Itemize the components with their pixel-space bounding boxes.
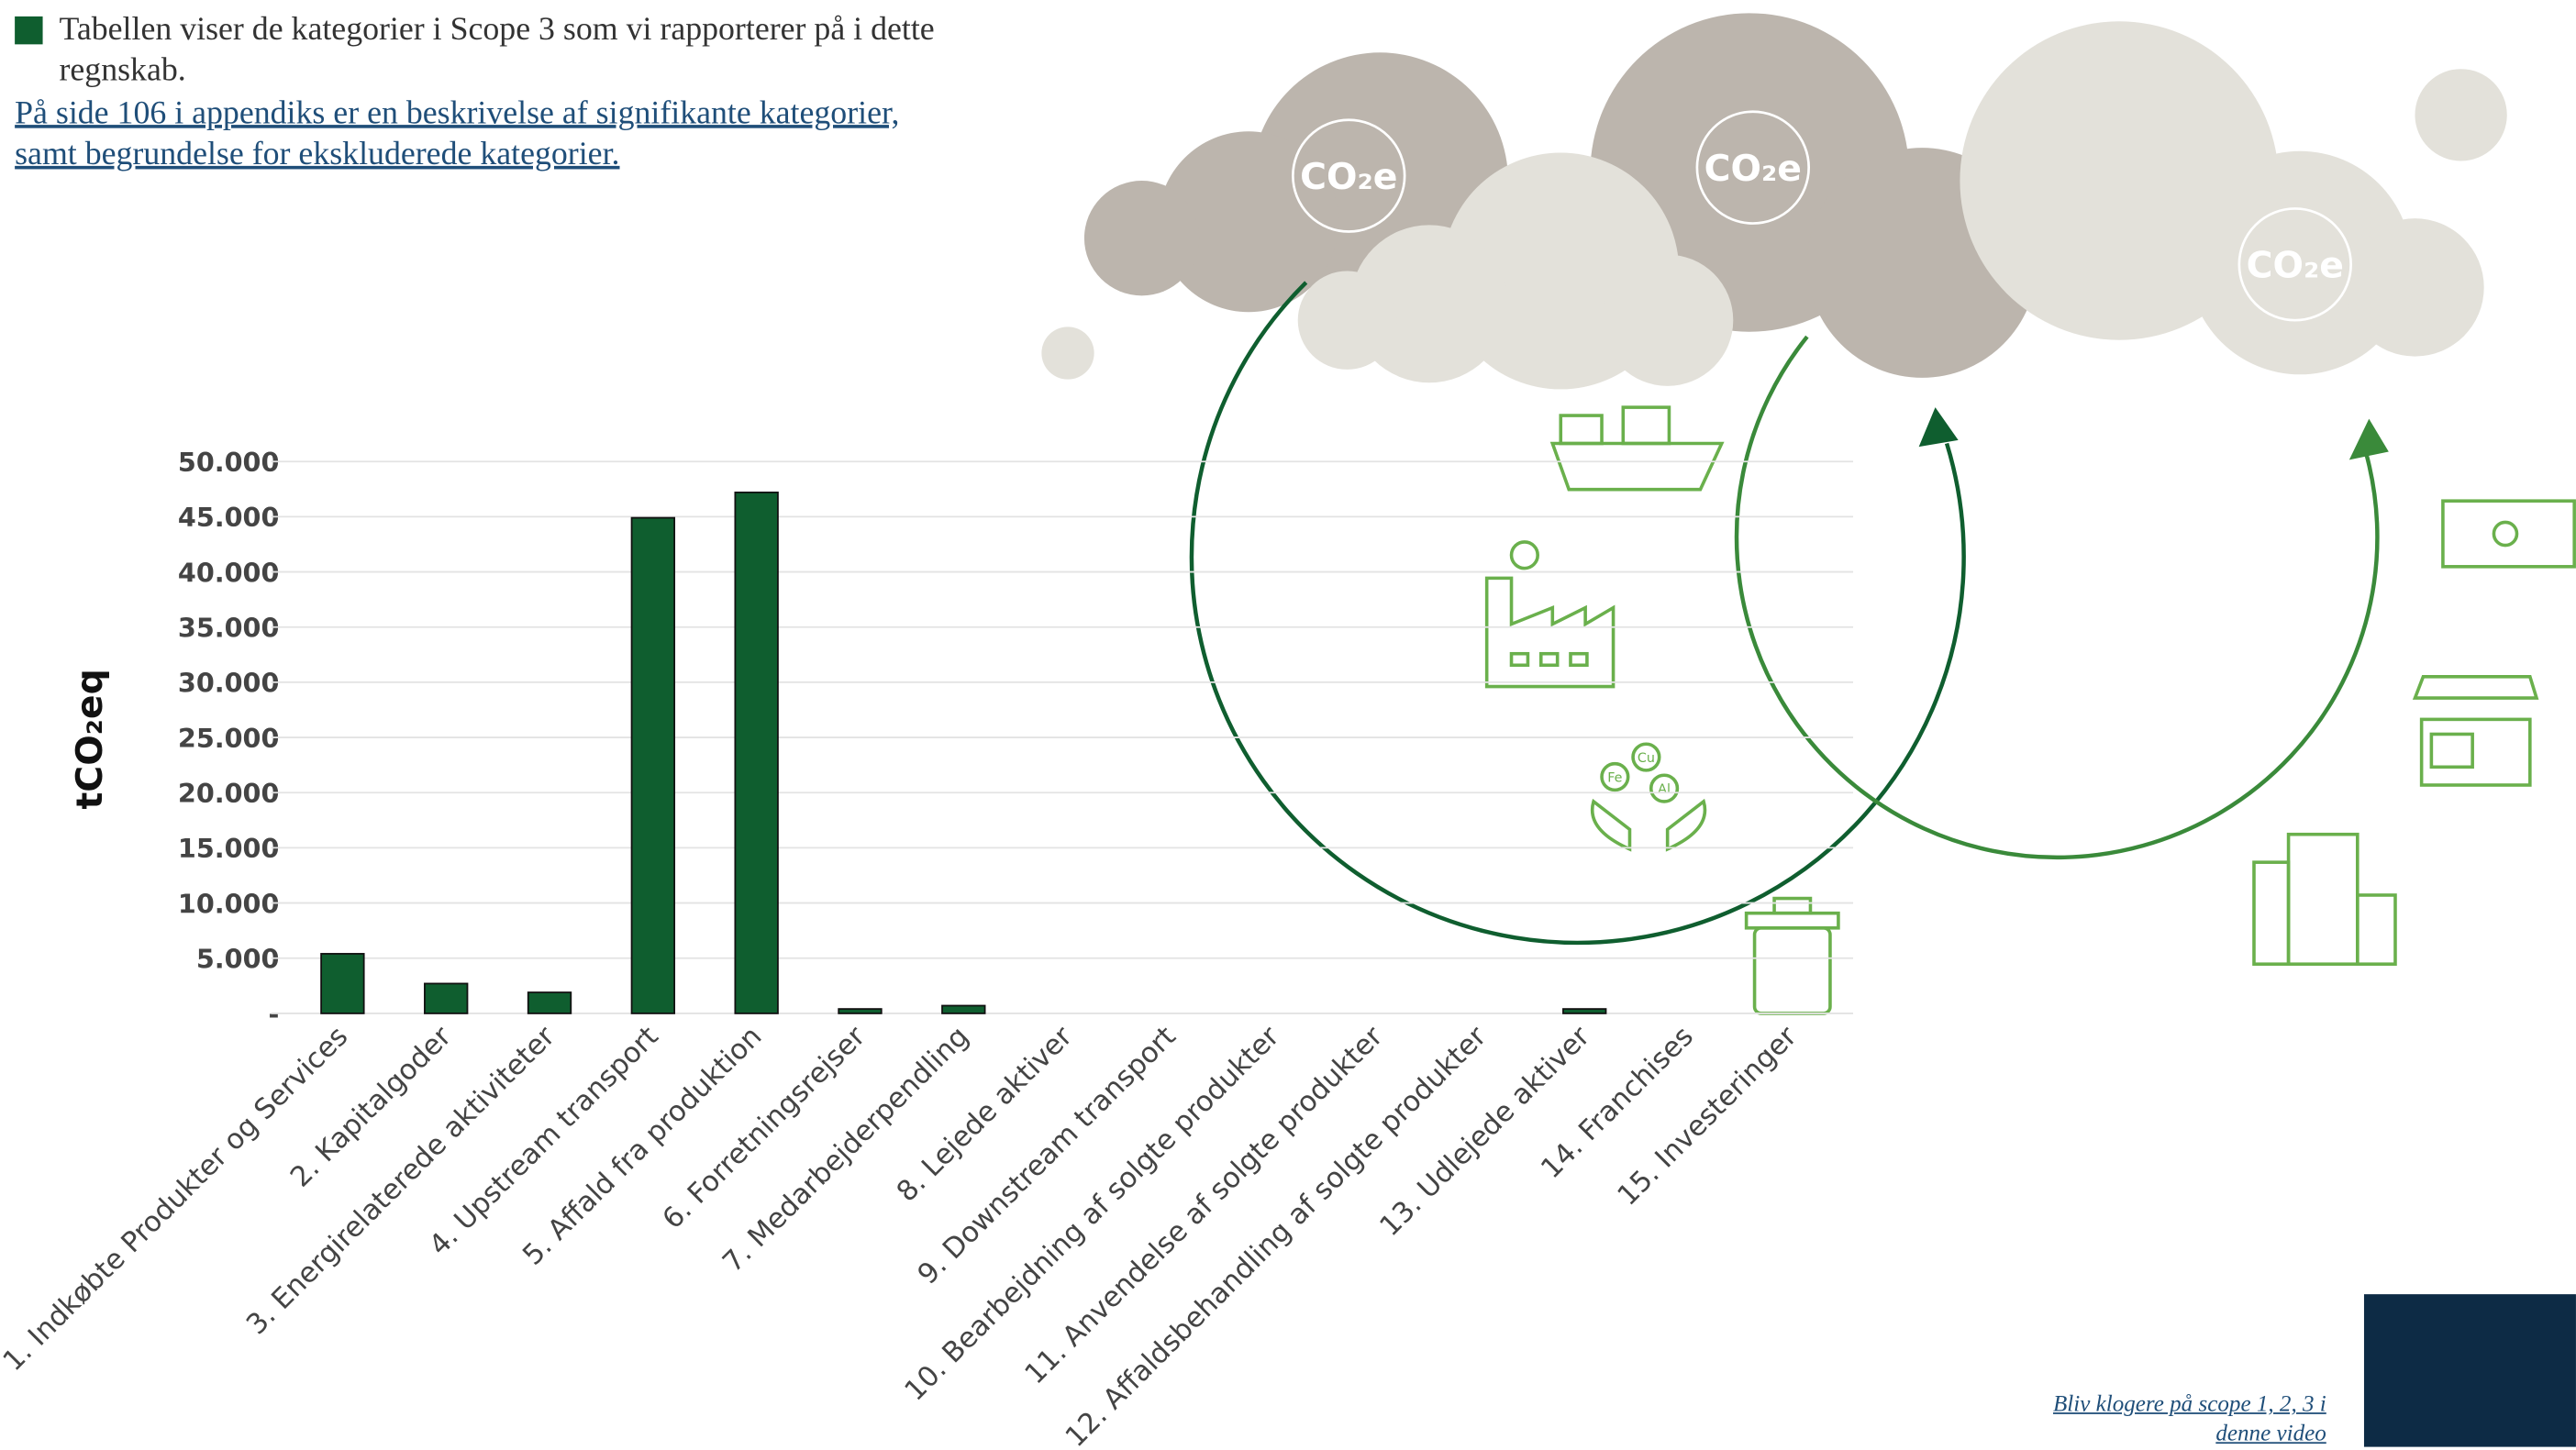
y-tick-label: 10.000 — [178, 888, 280, 919]
bar — [527, 991, 572, 1014]
x-tick-label: 13. Udlejede aktiver — [1374, 1020, 1597, 1243]
y-tick-label: 40.000 — [178, 557, 280, 588]
x-tick-label: 10. Bearbejdning af solgte produkter — [899, 1020, 1286, 1407]
cloud-label: CO₂e — [1704, 148, 1802, 190]
x-tick-label: 1. Indkøbte Produkter og Services — [0, 1021, 354, 1378]
y-tick-label: 20.000 — [178, 778, 280, 809]
y-tick-label: 5.000 — [196, 943, 280, 974]
y-tick-label: 15.000 — [178, 833, 280, 864]
y-tick-label: 30.000 — [178, 668, 280, 699]
y-tick-label: 45.000 — [178, 502, 280, 533]
y-tick-label: 35.000 — [178, 612, 280, 643]
bar — [320, 953, 365, 1014]
bar — [1562, 1008, 1607, 1014]
x-tick-label: 6. Forretningsrejser — [657, 1020, 872, 1235]
element-label: Cu — [1638, 751, 1655, 766]
y-tick-label: 50.000 — [178, 447, 280, 478]
element-label: Al — [1658, 782, 1671, 797]
bar — [630, 516, 676, 1014]
legend-swatch — [15, 16, 43, 45]
x-tick-label: 15. Investeringer — [1612, 1020, 1804, 1212]
bar — [838, 1008, 883, 1014]
x-tick-label: 8. Lejede aktiver — [891, 1020, 1079, 1208]
cloud-label: CO₂e — [2247, 245, 2344, 287]
legend-text: Tabellen viser de kategorier i Scope 3 s… — [59, 11, 935, 89]
appendix-link[interactable]: På side 106 i appendiks er en beskrivels… — [15, 94, 900, 173]
video-link[interactable]: Bliv klogere på scope 1, 2, 3 i denne vi… — [2052, 1392, 2326, 1447]
bar — [734, 492, 779, 1014]
cloud-label: CO₂e — [1300, 156, 1397, 198]
bar — [941, 1004, 986, 1014]
y-axis-title: tCO₂eq — [69, 669, 111, 809]
icons — [1484, 405, 2576, 1015]
x-tick-label: 11. Anvendelse af solgte produkter — [1019, 1020, 1390, 1390]
clouds: CO₂e CO₂e CO₂e — [1041, 13, 2507, 390]
video-thumbnail[interactable] — [2363, 1294, 2576, 1447]
bar — [424, 982, 469, 1014]
element-label: Fe — [1607, 770, 1622, 785]
cycle-arrows — [1189, 281, 2389, 946]
y-tick-label: 25.000 — [178, 723, 280, 754]
